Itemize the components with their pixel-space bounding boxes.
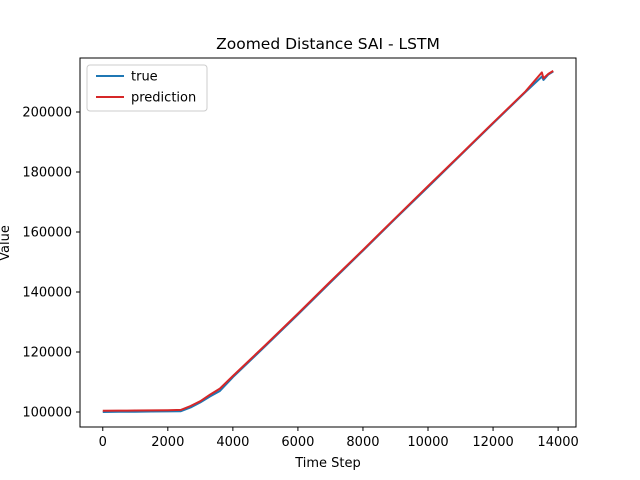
x-tick-label: 0 — [99, 435, 107, 450]
plot-area — [102, 70, 554, 413]
x-tick-label: 6000 — [281, 435, 314, 450]
y-tick-label: 180000 — [22, 166, 72, 181]
legend-label-true: true — [131, 70, 158, 85]
y-tick-label: 100000 — [22, 406, 72, 421]
legend-label-prediction: prediction — [131, 91, 196, 106]
x-axis: 0 2000 4000 6000 8000 10000 12000 14000 — [99, 427, 579, 450]
y-axis-label: Value — [0, 225, 13, 261]
chart-title: Zoomed Distance SAI - LSTM — [216, 35, 440, 53]
series-line-prediction — [102, 70, 554, 412]
y-tick-label: 200000 — [22, 106, 72, 121]
x-tick-label: 12000 — [472, 435, 513, 450]
x-tick-label: 14000 — [537, 435, 578, 450]
plot-frame — [79, 57, 577, 428]
y-axis: 100000 120000 140000 160000 180000 200000 — [22, 106, 80, 421]
y-tick-label: 120000 — [22, 346, 72, 361]
x-tick-label: 8000 — [346, 435, 379, 450]
x-tick-label: 2000 — [151, 435, 184, 450]
y-tick-label: 140000 — [22, 286, 72, 301]
x-tick-label: 4000 — [216, 435, 249, 450]
x-tick-label: 10000 — [407, 435, 448, 450]
y-tick-label: 160000 — [22, 226, 72, 241]
x-axis-label: Time Step — [294, 456, 361, 471]
legend: true prediction — [86, 64, 208, 112]
